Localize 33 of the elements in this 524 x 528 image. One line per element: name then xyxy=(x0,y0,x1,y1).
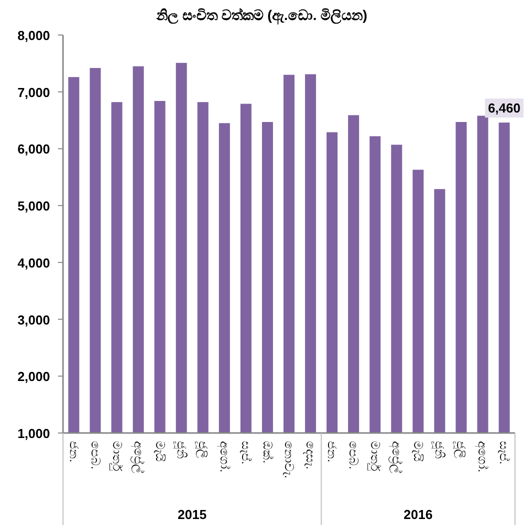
chart-title: නිල සංචිත වත්කම (ඇ.ඩො. මිලියන) xyxy=(156,7,368,25)
data-label: 6,460 xyxy=(488,100,521,116)
x-tick-label: මාර්තු xyxy=(110,441,124,472)
text: 2015 xyxy=(178,507,207,522)
y-tick-label: 2,000 xyxy=(17,369,50,384)
x-tick-label: නොවැ. xyxy=(282,441,296,478)
x-tick-label: ඔක්. xyxy=(260,441,274,464)
x-tick-label: ජූලි xyxy=(453,441,468,458)
x-tick-label: ජූනි xyxy=(173,441,188,459)
y-tick-label: 3,000 xyxy=(17,312,50,328)
x-tick-label: පෙබ. xyxy=(346,441,361,470)
x-tick-label: අප්‍රේල් xyxy=(130,441,146,473)
x-tick-label: අගෝ. xyxy=(216,441,232,472)
x-tick-label: අප්‍රේල් xyxy=(388,441,404,473)
x-tick-label: ජන. xyxy=(325,441,340,462)
y-tick-label: 7,000 xyxy=(17,84,50,100)
y-tick-label: 8,000 xyxy=(17,28,50,43)
x-tick-label: දෙසැ. xyxy=(304,441,318,470)
y-tick-label: 6,000 xyxy=(17,142,50,157)
x-tick-label: පෙබ. xyxy=(88,441,102,470)
x-tick-label: ජූලි xyxy=(194,441,210,458)
y-tick-label: 5,000 xyxy=(17,198,50,214)
y-tick-label: 1,000 xyxy=(17,426,50,441)
x-tick-label: සැප්. xyxy=(497,441,512,464)
y-tick-label: 4,000 xyxy=(17,255,50,270)
x-tick-label: ජන. xyxy=(66,441,81,462)
text: 2016 xyxy=(404,507,433,522)
x-tick-label: අගෝ. xyxy=(474,441,490,472)
x-tick-label: සැප්. xyxy=(238,441,253,464)
x-tick-label: මාර්තු xyxy=(368,441,382,472)
x-tick-label: මැයි xyxy=(152,441,167,462)
x-tick-label: ජූනි xyxy=(432,441,447,459)
x-tick-label: මැයි xyxy=(411,441,426,462)
